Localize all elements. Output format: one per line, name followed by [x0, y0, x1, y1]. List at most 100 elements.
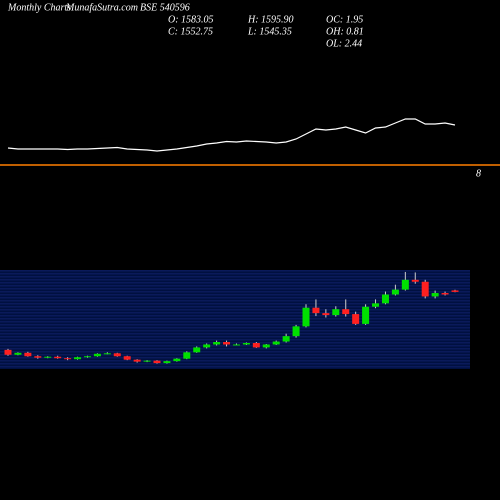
stripe: [0, 298, 470, 300]
stripe: [0, 297, 470, 299]
candle-body: [93, 353, 101, 357]
stripe: [0, 336, 470, 338]
stripe: [0, 301, 470, 303]
stripe: [0, 315, 470, 317]
stripe: [0, 334, 470, 336]
stripe: [0, 331, 470, 333]
candle-body: [312, 307, 320, 314]
candle-body: [381, 294, 389, 304]
stripe: [0, 346, 470, 348]
stripe: [0, 312, 470, 314]
stripe: [0, 351, 470, 353]
candle-body: [203, 344, 211, 348]
candle-body: [352, 314, 360, 324]
candle-body: [44, 356, 52, 358]
candle-body: [183, 352, 191, 359]
panel-background: [0, 270, 470, 369]
candle-body: [272, 341, 280, 345]
candle-body: [252, 343, 260, 348]
stripe: [0, 342, 470, 344]
stripe: [0, 300, 470, 302]
stripe: [0, 349, 470, 351]
stripe: [0, 282, 470, 284]
stripe: [0, 313, 470, 315]
candle-body: [292, 326, 300, 337]
candle-body: [24, 352, 32, 357]
candle-body: [4, 349, 12, 355]
stripe: [0, 303, 470, 305]
candle-body: [223, 342, 231, 345]
candle-body: [64, 358, 72, 360]
candle-body: [193, 347, 201, 353]
price-line: [7, 118, 456, 152]
candle-body: [282, 336, 290, 342]
stripe: [0, 364, 470, 366]
candle-body: [411, 279, 419, 282]
stripe: [0, 333, 470, 335]
candle-body: [34, 356, 42, 358]
candle-body: [242, 343, 250, 345]
candle-body: [332, 309, 340, 316]
stripe: [0, 306, 470, 308]
candle-body: [262, 344, 270, 348]
candle-body: [133, 359, 141, 362]
candle-body: [14, 352, 22, 355]
stripe: [0, 283, 470, 285]
stripe: [0, 367, 470, 369]
stripe: [0, 366, 470, 368]
stripe: [0, 276, 470, 278]
stripe: [0, 361, 470, 363]
stripe: [0, 294, 470, 296]
stripe: [0, 288, 470, 290]
candle-body: [302, 307, 310, 327]
stripe: [0, 352, 470, 354]
stripe: [0, 273, 470, 275]
ohlc-label: OH: 0.81: [326, 26, 364, 37]
stripe: [0, 289, 470, 291]
candle-body: [391, 289, 399, 295]
stripe: [0, 360, 470, 362]
stripe: [0, 277, 470, 279]
candle-body: [113, 353, 121, 357]
stripe: [0, 274, 470, 276]
candle-body: [451, 290, 459, 292]
candle-body: [103, 353, 111, 355]
candle-body: [421, 281, 429, 297]
stripe: [0, 321, 470, 323]
stripe: [0, 348, 470, 350]
stripe: [0, 319, 470, 321]
stripe: [0, 309, 470, 311]
candle-body: [322, 313, 330, 316]
stripe: [0, 291, 470, 293]
candle-body: [173, 358, 181, 362]
ohlc-label: H: 1595.90: [247, 14, 294, 25]
candle-body: [342, 309, 350, 315]
ohlc-label: OC: 1.95: [326, 14, 363, 25]
ohlc-label: C: 1552.75: [168, 26, 213, 37]
stripe: [0, 345, 470, 347]
annotation: 8: [476, 168, 481, 179]
candle-body: [232, 344, 240, 346]
stripe: [0, 324, 470, 326]
stripe: [0, 280, 470, 282]
stripe: [0, 279, 470, 281]
stripe: [0, 285, 470, 287]
candle-body: [362, 306, 370, 324]
stripe: [0, 363, 470, 365]
candle-body: [83, 356, 91, 358]
chart-title: Monthly Charts: [7, 2, 71, 13]
candle-body: [153, 360, 161, 364]
candle-body: [441, 293, 449, 295]
stripe: [0, 307, 470, 309]
stripe: [0, 327, 470, 329]
candle-body: [163, 361, 171, 364]
candle-body: [431, 293, 439, 297]
stripe: [0, 340, 470, 342]
stripe: [0, 357, 470, 359]
candle-body: [213, 342, 221, 345]
stripe: [0, 292, 470, 294]
stripe: [0, 271, 470, 273]
stripe: [0, 358, 470, 360]
site-name: MunafaSutra.com: [65, 2, 138, 13]
